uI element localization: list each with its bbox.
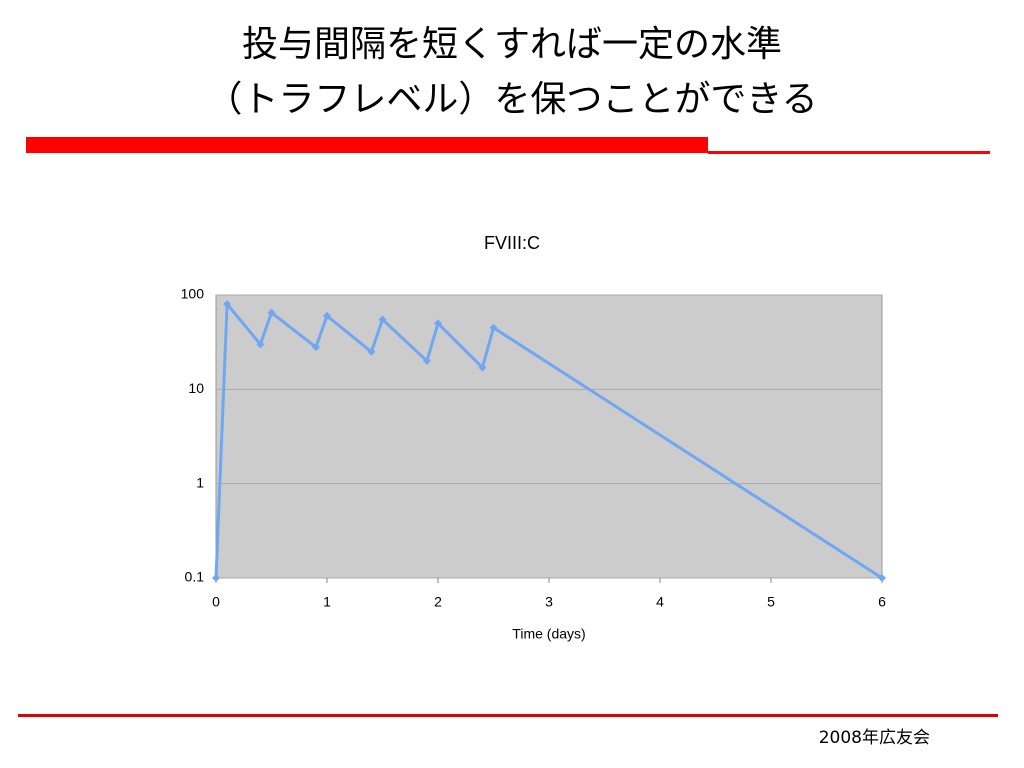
title-rule: [708, 151, 990, 154]
x-tick-label: 5: [767, 594, 775, 610]
y-tick-label: 10: [188, 380, 204, 396]
y-tick-label: 1: [196, 474, 204, 490]
footer-text: 2008年広友会: [819, 728, 930, 748]
x-axis-label: Time (days): [512, 626, 585, 642]
data-point: [422, 356, 431, 365]
y-tick-label: 0.1: [185, 569, 205, 585]
y-tick-label: 100: [181, 286, 205, 302]
x-tick-label: 1: [323, 594, 331, 610]
data-point: [434, 319, 442, 328]
data-point: [367, 347, 376, 356]
x-tick-label: 4: [656, 594, 664, 610]
data-point: [323, 311, 331, 320]
footer-rule: [18, 714, 998, 717]
x-tick-label: 6: [878, 594, 886, 610]
plot-area: [215, 294, 883, 579]
data-point: [256, 340, 265, 349]
title-bar: [26, 137, 708, 153]
data-point: [311, 343, 320, 352]
x-tick-label: 0: [212, 594, 220, 610]
data-point: [212, 574, 220, 582]
data-point: [489, 323, 498, 332]
data-point: [378, 315, 387, 324]
title-line: （トラフレベル）を保つことができる: [206, 79, 817, 120]
x-tick-label: 2: [434, 594, 442, 610]
title-line: 投与間隔を短くすれば一定の水準: [242, 24, 782, 65]
data-point: [878, 574, 886, 582]
data-point: [267, 308, 276, 317]
data-point: [478, 363, 487, 372]
data-point: [223, 300, 232, 309]
x-tick-label: 3: [545, 594, 553, 610]
chart-title: FVIII:C: [484, 233, 540, 253]
